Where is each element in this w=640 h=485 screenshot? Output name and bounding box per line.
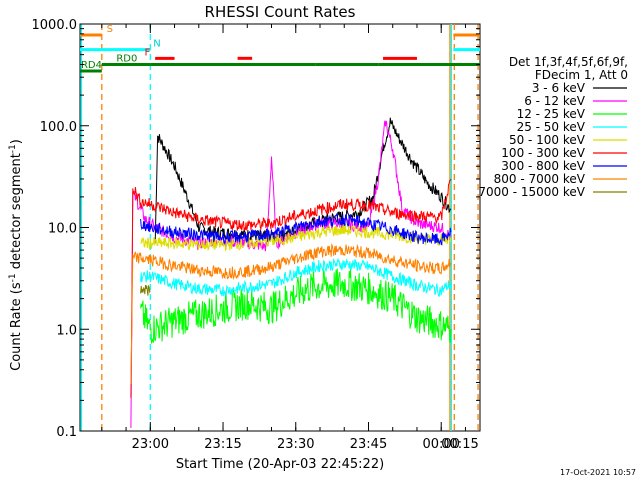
x-tick-label: 23:30 [277, 437, 314, 452]
y-tick-label: 1000.0 [32, 18, 78, 33]
y-axis-label-mid: detector segment [9, 153, 24, 273]
y-axis-label-end: ) [9, 139, 24, 144]
legend-header-line2: FDecim 1, Att 0 [535, 68, 628, 82]
series-line [130, 178, 452, 398]
vertical-markers [80, 24, 479, 431]
legend-entry-label: 3 - 6 keV [532, 81, 586, 95]
plot-frame [79, 23, 481, 432]
chart-title: RHESSI Count Rates [205, 3, 356, 21]
series-group [130, 117, 452, 428]
legend-entry-label: 7000 - 15000 keV [478, 185, 585, 199]
legend-entry-label: 12 - 25 keV [517, 107, 586, 121]
y-tick-label: 1.0 [56, 323, 77, 338]
y-axis-label-main: Count Rate (s [9, 282, 24, 371]
series-line [140, 224, 452, 252]
legend-entry-label: 50 - 100 keV [509, 133, 586, 147]
flag-label: S [107, 24, 113, 35]
footer-date: 17-Oct-2021 10:57 [560, 468, 636, 477]
y-axis-ticks: 0.1 1.0 10.0 100.0 1000.0 [32, 18, 480, 440]
legend-entry-label: 25 - 50 keV [517, 120, 586, 134]
series-line [140, 268, 452, 345]
y-tick-label: 0.1 [56, 425, 77, 440]
legend: Det 1f,3f,4f,5f,6f,9f, FDecim 1, Att 0 3… [478, 55, 628, 199]
x-tick-label: 23:00 [132, 437, 169, 452]
series-line [140, 212, 452, 246]
flag-label: RD0 [116, 53, 137, 64]
y-axis-label: Count Rate (s-1 detector segment-1) [8, 139, 24, 371]
y-tick-label: 10.0 [48, 222, 77, 237]
flag-label: RD4 [81, 60, 102, 71]
y-axis-label-exp2: -1 [8, 144, 18, 153]
flag-label: F [144, 47, 150, 58]
x-axis-label: Start Time (20-Apr-03 22:45:22) [176, 457, 384, 472]
legend-entry-label: 300 - 800 keV [501, 159, 585, 173]
flag-label: N [153, 39, 160, 50]
flag-bars: S NF RD0 RD4 [80, 24, 480, 73]
series-line [140, 284, 151, 296]
y-axis-label-exp1: -1 [8, 273, 18, 282]
x-tick-label: 00:15 [441, 437, 478, 452]
y-tick-label: 100.0 [40, 120, 77, 135]
legend-header-line1: Det 1f,3f,4f,5f,6f,9f, [509, 55, 628, 69]
legend-entry-label: 800 - 7000 keV [494, 172, 586, 186]
x-tick-label: 23:15 [204, 437, 241, 452]
plot-border [79, 23, 481, 432]
series-line [140, 257, 452, 297]
series-line [130, 242, 452, 385]
x-tick-label: 23:45 [350, 437, 387, 452]
legend-entry-label: 100 - 300 keV [501, 146, 585, 160]
legend-entry-label: 6 - 12 keV [524, 94, 586, 108]
x-tick-label: 00:00 [422, 437, 459, 452]
